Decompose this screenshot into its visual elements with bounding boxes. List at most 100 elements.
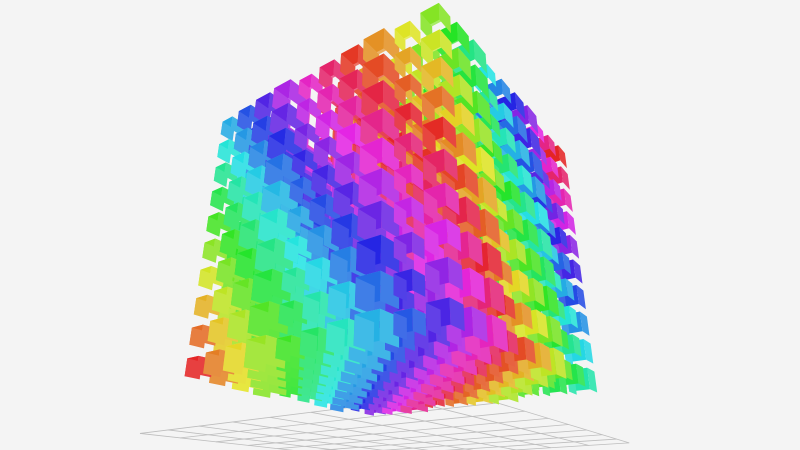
cube-face xyxy=(469,267,486,304)
cube-point[interactable] xyxy=(393,196,424,230)
cube-face xyxy=(508,153,519,180)
cube-face xyxy=(563,188,573,212)
cube-face xyxy=(241,197,261,226)
cube-point[interactable] xyxy=(394,163,424,197)
cube-point[interactable] xyxy=(286,205,315,234)
cube-face xyxy=(309,200,325,228)
cube-point[interactable] xyxy=(394,73,422,107)
cube-face xyxy=(475,64,490,100)
cube-face xyxy=(439,29,453,60)
cube-point[interactable] xyxy=(362,53,400,100)
grid-line xyxy=(139,433,294,450)
cube-face xyxy=(233,133,250,157)
cube-point[interactable] xyxy=(278,300,309,328)
cube-point[interactable] xyxy=(393,231,425,265)
cube-face xyxy=(489,277,506,315)
cube-face xyxy=(410,73,422,100)
cube-face xyxy=(565,278,575,301)
cube-face xyxy=(289,182,304,206)
cube-point[interactable] xyxy=(316,84,346,118)
cube-point[interactable] xyxy=(394,102,423,136)
cube-point[interactable] xyxy=(359,137,400,183)
cube-face xyxy=(440,56,454,88)
cube-point[interactable] xyxy=(334,151,371,191)
cube-point[interactable] xyxy=(423,148,458,189)
cube-point[interactable] xyxy=(254,238,295,277)
cube-face xyxy=(308,97,322,121)
cube-face xyxy=(331,220,349,252)
cube-point[interactable] xyxy=(394,20,421,54)
cube-point[interactable] xyxy=(422,116,457,157)
cube-face xyxy=(532,151,544,181)
cube-point[interactable] xyxy=(353,308,400,353)
cube-face xyxy=(251,274,274,307)
cube-face xyxy=(394,170,407,197)
cube-face xyxy=(325,323,345,356)
cube-point[interactable] xyxy=(354,270,400,315)
cube-point[interactable] xyxy=(298,73,323,103)
cube-point[interactable] xyxy=(294,123,320,152)
cube-face xyxy=(550,156,559,179)
cube-face xyxy=(524,191,536,220)
cube-point[interactable] xyxy=(393,268,426,302)
cube-face xyxy=(501,78,512,104)
cube-face xyxy=(561,166,570,190)
cube-face xyxy=(278,304,295,328)
cube-face xyxy=(513,209,524,236)
cube-face xyxy=(473,39,488,74)
cube-face xyxy=(356,242,376,280)
cube-face xyxy=(548,134,556,157)
cube-face xyxy=(422,125,436,157)
cube-point[interactable] xyxy=(421,56,454,97)
cube-point[interactable] xyxy=(423,182,460,223)
cube-face xyxy=(502,260,513,286)
cube-face xyxy=(394,28,406,54)
cube-point[interactable] xyxy=(281,267,311,295)
cube-point[interactable] xyxy=(394,46,422,80)
cube-point[interactable] xyxy=(291,149,318,178)
cube-face xyxy=(230,157,247,181)
cube-face xyxy=(394,54,406,80)
cube-point[interactable] xyxy=(357,200,400,246)
cube-face xyxy=(579,311,590,336)
cube-face xyxy=(536,309,549,339)
cube-face xyxy=(234,253,255,282)
cube-face xyxy=(382,108,400,145)
cube-point[interactable] xyxy=(421,85,455,126)
cube-point[interactable] xyxy=(284,235,313,264)
cube-face xyxy=(313,143,329,171)
cube-face xyxy=(411,163,424,191)
cube-face xyxy=(505,127,516,154)
cube-face xyxy=(357,208,377,246)
cube-face xyxy=(559,226,568,249)
cube-face xyxy=(515,238,527,266)
cube-face xyxy=(207,320,227,346)
cube-face xyxy=(503,102,514,128)
cube-face xyxy=(442,116,457,149)
cube-face xyxy=(329,252,348,285)
cube-face xyxy=(445,182,460,216)
cube-face xyxy=(530,247,542,277)
cube-point[interactable] xyxy=(275,335,306,363)
cube-face xyxy=(529,127,541,157)
cube-face xyxy=(550,316,563,347)
cube-point[interactable] xyxy=(424,218,462,258)
cube-face xyxy=(519,140,531,168)
cube-point[interactable] xyxy=(193,294,222,319)
cube-face xyxy=(557,299,566,320)
cube-face xyxy=(510,180,521,207)
cube-series xyxy=(184,2,598,416)
cube-face xyxy=(247,306,271,339)
cube-point[interactable] xyxy=(296,97,322,127)
cube-face xyxy=(491,114,501,138)
cube-face xyxy=(558,145,567,169)
cube-face xyxy=(487,64,497,87)
cube-point[interactable] xyxy=(420,29,453,69)
cube-face xyxy=(421,66,435,97)
cube-face xyxy=(304,262,322,290)
cube-face xyxy=(238,225,258,253)
cube-face xyxy=(298,80,311,103)
cube-point[interactable] xyxy=(394,132,423,166)
